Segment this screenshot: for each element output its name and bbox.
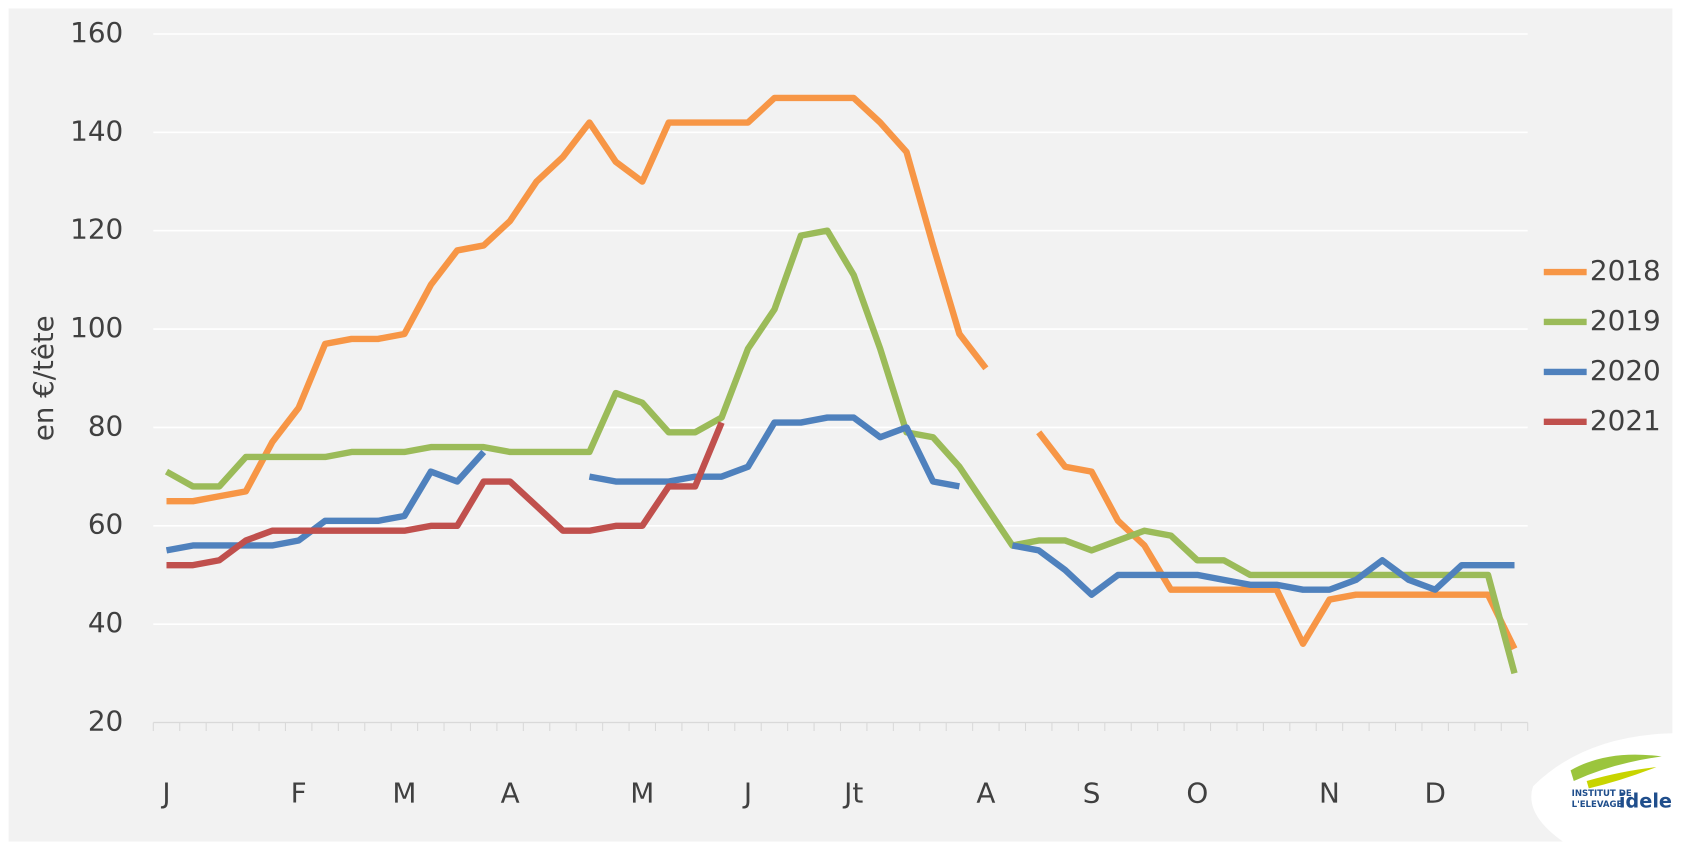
x-tick-label: M bbox=[392, 777, 416, 810]
y-tick-label: 140 bbox=[70, 114, 123, 147]
y-axis-label: en €/tête bbox=[27, 315, 60, 441]
y-tick-label: 40 bbox=[88, 606, 123, 639]
logo-text: INSTITUT DE bbox=[1572, 789, 1632, 799]
legend-label: 2020 bbox=[1590, 354, 1661, 387]
y-tick-label: 100 bbox=[70, 311, 123, 344]
y-tick-label: 80 bbox=[88, 410, 123, 443]
logo-swoosh bbox=[1570, 754, 1662, 781]
series-line bbox=[166, 94, 1518, 651]
series-line bbox=[164, 227, 1518, 675]
y-tick-label: 20 bbox=[88, 705, 123, 738]
logo-text: L'ELEVAGE bbox=[1572, 800, 1623, 810]
x-tick-label: N bbox=[1319, 777, 1340, 810]
plot-background bbox=[8, 8, 1673, 842]
logo-brand: idele bbox=[1619, 790, 1672, 813]
x-tick-label: S bbox=[1083, 777, 1101, 810]
y-tick-label: 160 bbox=[70, 16, 123, 49]
legend-label: 2018 bbox=[1590, 254, 1661, 287]
x-tick-label: Jt bbox=[842, 777, 863, 810]
x-tick-label: J bbox=[742, 777, 752, 810]
logo-swoosh bbox=[1586, 767, 1657, 789]
y-tick-label: 120 bbox=[70, 213, 123, 246]
logo-background bbox=[1531, 733, 1681, 850]
legend-label: 2021 bbox=[1590, 404, 1661, 437]
x-tick-label: A bbox=[501, 777, 520, 810]
series-line bbox=[165, 414, 1515, 598]
x-tick-label: M bbox=[630, 777, 654, 810]
x-tick-label: F bbox=[291, 777, 307, 810]
x-tick-label: J bbox=[160, 777, 170, 810]
y-tick-label: 60 bbox=[88, 508, 123, 541]
series-line bbox=[166, 421, 725, 569]
x-tick-label: D bbox=[1424, 777, 1445, 810]
x-tick-label: A bbox=[976, 777, 995, 810]
legend-label: 2019 bbox=[1590, 304, 1661, 337]
x-tick-label: O bbox=[1186, 777, 1208, 810]
